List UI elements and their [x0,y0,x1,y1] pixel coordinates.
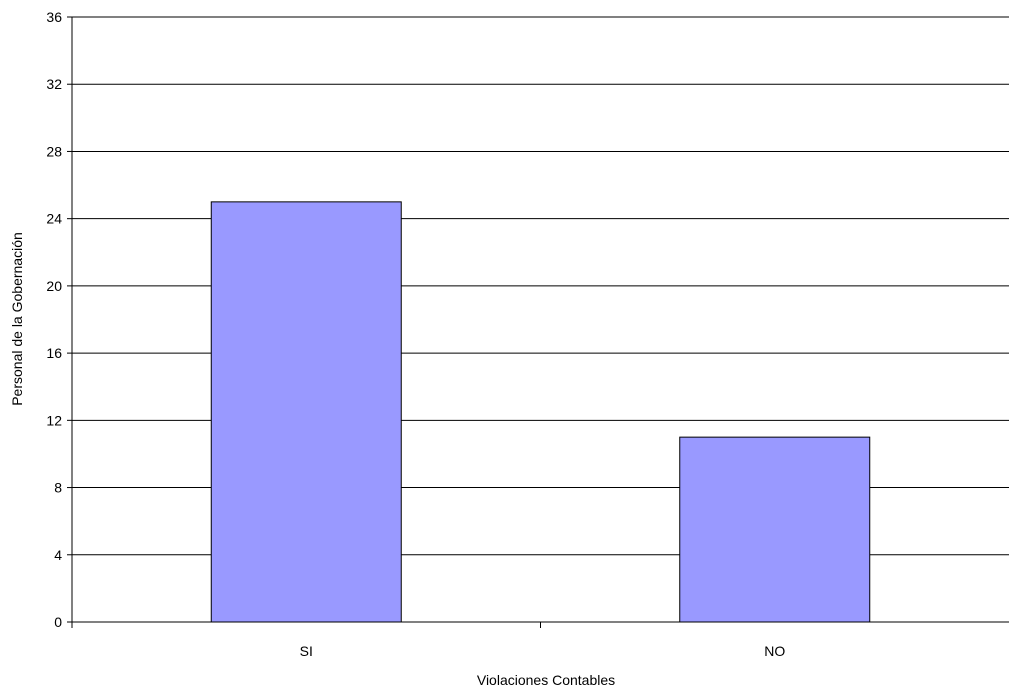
y-tick-label: 16 [46,345,62,361]
bar-si [210,201,402,623]
bar-no [679,436,871,623]
y-tick-label: 32 [46,76,62,92]
x-tick-label: SI [300,643,313,659]
axes [67,16,1009,628]
y-tick-label: 36 [46,9,62,25]
y-axis-title: Personal de la Gobernación [9,232,25,406]
y-tick-labels: 0 4 8 12 16 20 24 28 32 36 [46,9,62,630]
y-tick-label: 28 [46,143,62,159]
y-tick-label: 24 [46,211,62,227]
x-tick-label: NO [764,643,785,659]
y-tick-label: 0 [54,614,62,630]
x-axis-title: Violaciones Contables [477,672,615,688]
y-tick-label: 4 [54,547,62,563]
y-tick-label: 12 [46,412,62,428]
bars [210,201,871,623]
y-tick-label: 8 [54,480,62,496]
y-tick-label: 20 [46,278,62,294]
x-tick-labels: SI NO [300,643,786,659]
